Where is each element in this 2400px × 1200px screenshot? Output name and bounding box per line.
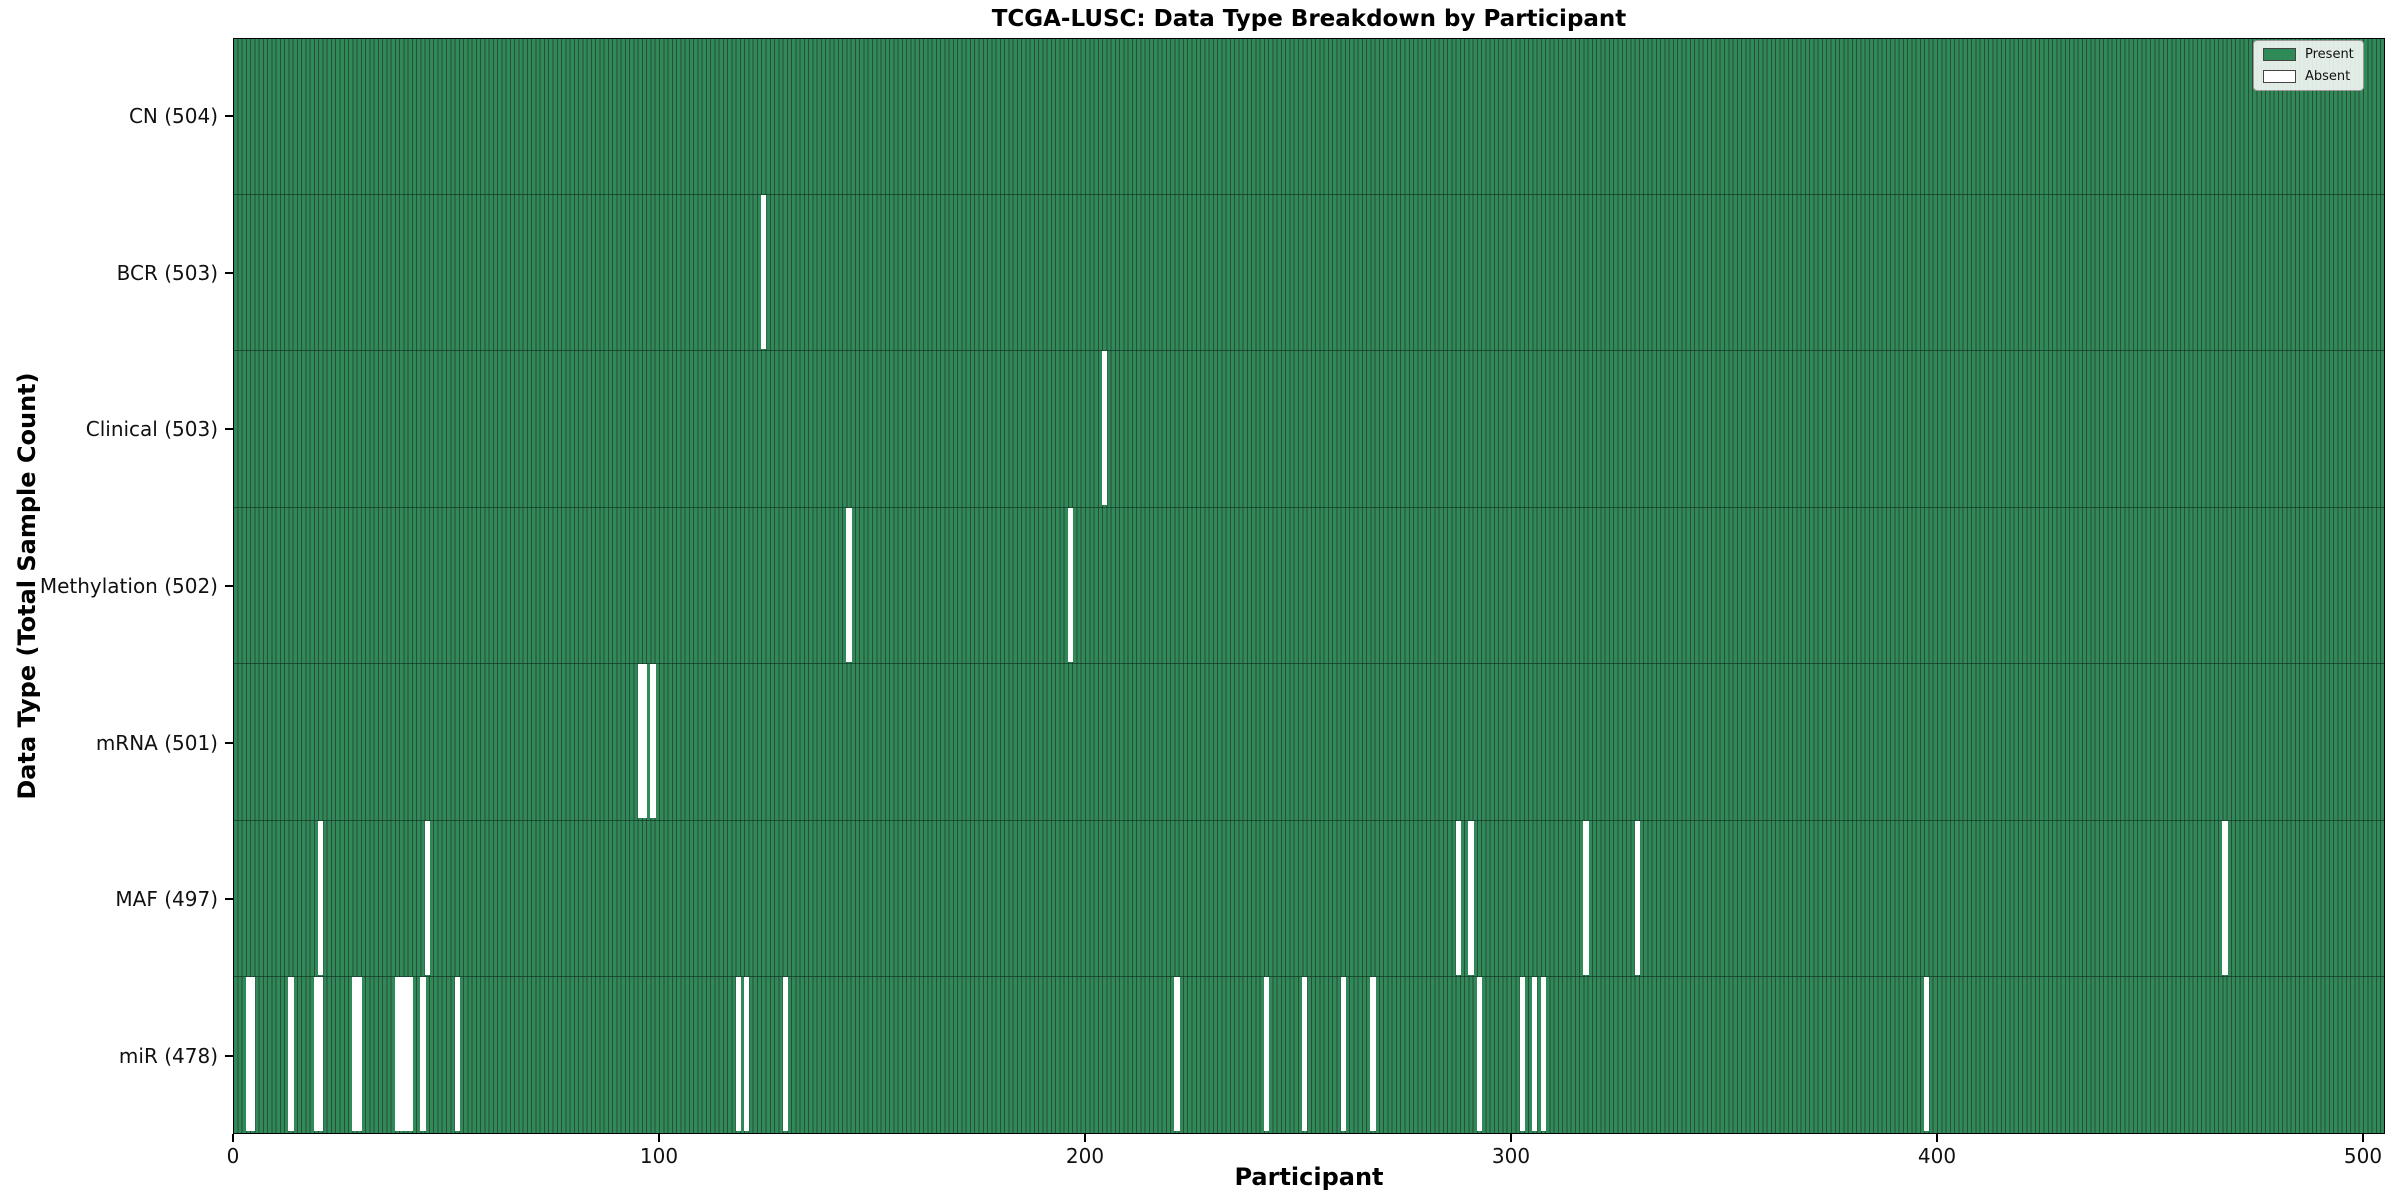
- chart-title: TCGA-LUSC: Data Type Breakdown by Partic…: [991, 6, 1627, 32]
- y-tick-mark: [225, 741, 233, 744]
- absent-gap: [1583, 820, 1589, 975]
- absent-gap: [1370, 977, 1376, 1132]
- absent-gap: [641, 664, 648, 819]
- y-tick-label: BCR (503): [116, 260, 218, 285]
- y-tick-label: Methylation (502): [39, 574, 218, 598]
- x-tick-label: 200: [1065, 1144, 1105, 1168]
- absent-gap: [846, 507, 852, 662]
- absent-gap: [1468, 820, 1474, 975]
- y-tick-label: Clinical (503): [85, 417, 218, 442]
- absent-gap: [318, 977, 324, 1132]
- presence-row-Methylation: [233, 507, 2385, 665]
- y-tick-label: MAF (497): [115, 887, 218, 912]
- y-tick-mark: [225, 115, 233, 118]
- absent-gap: [744, 977, 750, 1132]
- y-tick-mark: [225, 898, 233, 901]
- absent-gap: [1455, 820, 1461, 975]
- absent-gap: [761, 194, 767, 349]
- absent-gap: [407, 977, 413, 1132]
- absent-gap: [250, 977, 256, 1132]
- x-tick-mark: [232, 1134, 234, 1142]
- presence-row-BCR: [233, 194, 2385, 352]
- x-tick-label: 0: [226, 1144, 240, 1168]
- y-tick-label: CN (504): [128, 104, 218, 129]
- absent-gap: [352, 977, 358, 1132]
- absent-gap: [1102, 351, 1108, 506]
- x-tick-mark: [1510, 1134, 1512, 1142]
- absent-gap: [420, 977, 426, 1132]
- absent-gap: [245, 977, 251, 1132]
- absent-gap: [1067, 507, 1074, 662]
- x-axis-label: Participant: [1234, 1163, 1384, 1191]
- absent-gap: [1476, 977, 1483, 1132]
- absent-gap: [637, 664, 643, 819]
- x-tick-label: 500: [2343, 1144, 2383, 1168]
- legend: Present Absent: [2253, 40, 2364, 91]
- legend-entry-present: Present: [2263, 47, 2354, 62]
- x-tick-label: 100: [639, 1144, 679, 1168]
- absent-gap: [1340, 977, 1346, 1132]
- y-tick-label: miR (478): [118, 1043, 218, 1068]
- y-tick-mark: [225, 1054, 233, 1057]
- absent-gap: [782, 977, 788, 1132]
- absent-gap: [454, 977, 460, 1132]
- absent-gap: [1174, 977, 1180, 1132]
- absent-gap: [318, 820, 324, 975]
- absent-gap: [1302, 977, 1308, 1132]
- y-tick-label: mRNA (501): [95, 730, 218, 755]
- x-tick-label: 400: [1917, 1144, 1957, 1168]
- presence-row-mRNA: [233, 664, 2385, 821]
- absent-gap: [288, 977, 294, 1132]
- absent-gap: [356, 977, 362, 1132]
- absent-gap: [1263, 977, 1270, 1132]
- absent-gap: [399, 977, 405, 1132]
- x-tick-label: 300: [1491, 1144, 1531, 1168]
- absent-gap: [735, 977, 741, 1132]
- presence-row-MAF: [233, 820, 2385, 978]
- legend-present-label: Present: [2305, 47, 2354, 62]
- absent-gap: [313, 977, 320, 1132]
- x-tick-mark: [1084, 1134, 1086, 1142]
- y-tick-mark: [225, 428, 233, 431]
- presence-row-miR: [233, 977, 2385, 1134]
- legend-absent-swatch-icon: [2263, 70, 2296, 83]
- absent-gap: [2222, 820, 2228, 975]
- absent-gap: [1519, 977, 1525, 1132]
- x-tick-mark: [2362, 1134, 2364, 1142]
- x-tick-mark: [1936, 1134, 1938, 1142]
- presence-row-CN: [233, 38, 2385, 195]
- absent-gap: [1540, 977, 1546, 1132]
- y-tick-mark: [225, 271, 233, 274]
- absent-gap: [1532, 977, 1538, 1132]
- absent-gap: [403, 977, 409, 1132]
- absent-gap: [394, 977, 401, 1132]
- legend-entry-absent: Absent: [2263, 69, 2354, 84]
- y-tick-mark: [225, 585, 233, 587]
- absent-gap: [1634, 820, 1640, 975]
- legend-absent-label: Absent: [2305, 69, 2351, 84]
- absent-gap: [424, 820, 430, 975]
- presence-row-Clinical: [233, 351, 2385, 508]
- absent-gap: [650, 664, 656, 819]
- x-tick-mark: [658, 1134, 660, 1142]
- legend-present-swatch-icon: [2263, 48, 2296, 61]
- absent-gap: [1924, 977, 1930, 1132]
